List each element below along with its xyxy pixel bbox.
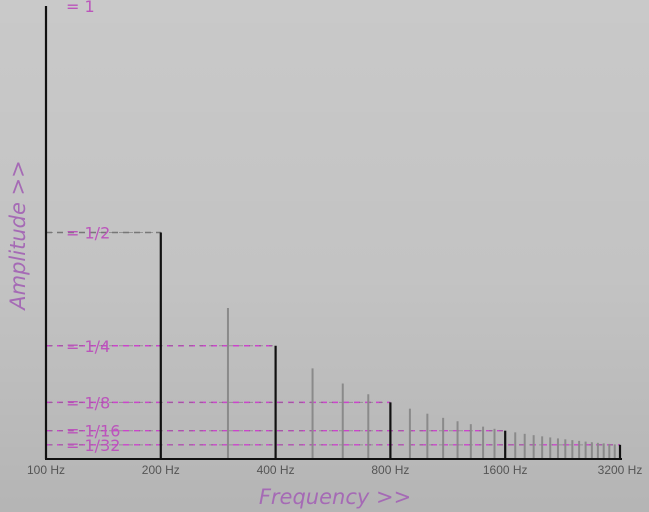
amplitude-label: = 1/2 — [66, 224, 110, 243]
x-tick-label: 400 Hz — [257, 463, 295, 477]
x-tick-label: 100 Hz — [27, 463, 65, 477]
amplitude-label: = 1/32 — [66, 436, 120, 455]
amplitude-label: = 1/8 — [66, 393, 110, 412]
amplitude-label: = 1/4 — [66, 337, 110, 356]
x-axis-title: Frequency >> — [259, 485, 411, 509]
amplitude-label: = 1 — [66, 0, 95, 16]
x-tick-label: 1600 Hz — [483, 463, 528, 477]
x-tick-label: 200 Hz — [142, 463, 180, 477]
x-tick-label: 3200 Hz — [598, 463, 643, 477]
amplitude-label: = 1/16 — [66, 422, 120, 441]
y-axis-title: Amplitude >> — [6, 160, 30, 311]
x-tick-label: 800 Hz — [371, 463, 409, 477]
